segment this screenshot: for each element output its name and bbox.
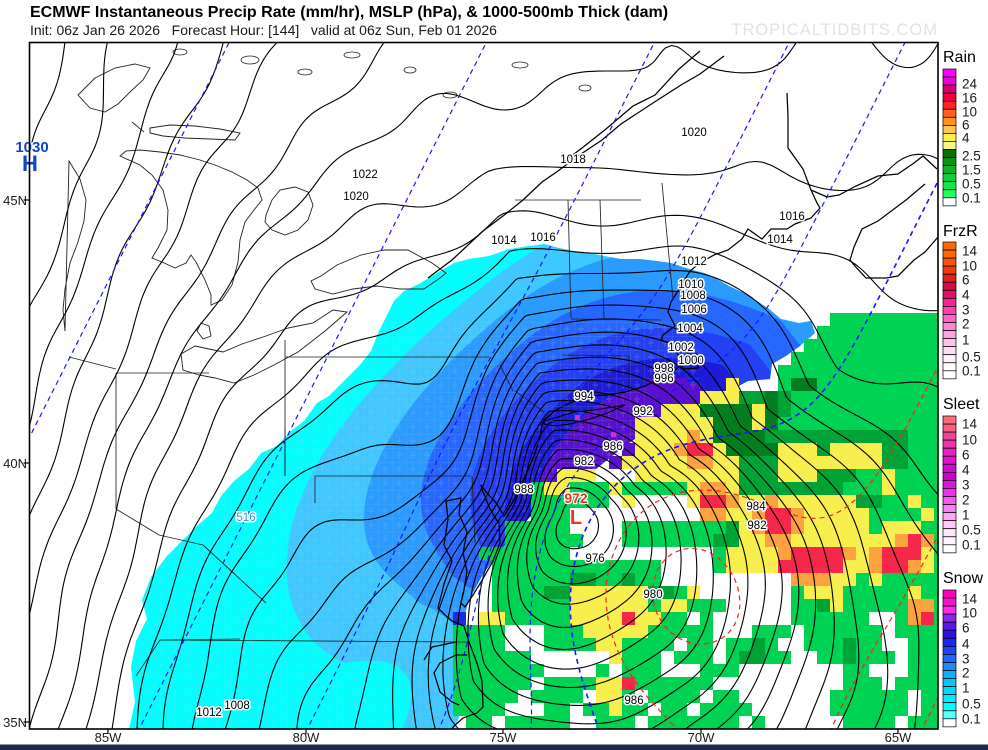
svg-text:988: 988 (514, 484, 533, 496)
svg-text:0.1: 0.1 (962, 364, 981, 379)
svg-text:85W: 85W (95, 730, 122, 745)
svg-text:80W: 80W (293, 730, 320, 745)
svg-text:14: 14 (962, 417, 978, 432)
svg-text:14: 14 (962, 244, 978, 259)
svg-text:2: 2 (962, 666, 970, 681)
svg-text:ECMWF Instantaneous Precip Rat: ECMWF Instantaneous Precip Rate (mm/hr),… (30, 4, 668, 21)
svg-text:3: 3 (962, 652, 970, 667)
svg-text:996: 996 (654, 373, 673, 385)
svg-text:6: 6 (962, 448, 970, 463)
svg-text:3: 3 (962, 303, 970, 318)
svg-text:Init: 06z Jan 26 2026 Foreca: Init: 06z Jan 26 2026 Forecast Hour: [14… (30, 22, 497, 38)
svg-text:2: 2 (962, 493, 970, 508)
svg-text:4: 4 (962, 463, 970, 478)
svg-text:65W: 65W (885, 730, 912, 745)
svg-text:1018: 1018 (560, 154, 586, 166)
svg-text:35N: 35N (3, 715, 27, 730)
svg-text:14: 14 (962, 592, 978, 607)
svg-text:4: 4 (962, 288, 970, 303)
svg-text:0.5: 0.5 (962, 697, 981, 712)
svg-text:1020: 1020 (681, 127, 707, 139)
svg-text:0.5: 0.5 (962, 177, 981, 192)
svg-text:1: 1 (962, 508, 970, 523)
svg-text:992: 992 (633, 406, 652, 418)
svg-text:45N: 45N (3, 193, 27, 208)
svg-text:980: 980 (643, 589, 662, 601)
svg-text:24: 24 (962, 77, 978, 92)
svg-text:16: 16 (962, 91, 977, 106)
svg-text:1016: 1016 (779, 211, 805, 223)
svg-text:998: 998 (654, 363, 673, 375)
svg-text:1.5: 1.5 (962, 163, 981, 178)
svg-text:0.5: 0.5 (962, 350, 981, 365)
svg-text:1014: 1014 (767, 234, 793, 246)
svg-text:10: 10 (962, 259, 977, 274)
svg-text:2: 2 (962, 317, 970, 332)
svg-text:982: 982 (747, 520, 766, 532)
svg-text:1030: 1030 (15, 139, 48, 156)
svg-text:1008: 1008 (224, 700, 250, 712)
svg-text:10: 10 (962, 606, 977, 621)
svg-text:0.5: 0.5 (962, 523, 981, 538)
svg-text:1020: 1020 (343, 191, 369, 203)
svg-text:1000: 1000 (678, 355, 704, 367)
svg-text:516: 516 (236, 512, 255, 524)
svg-text:972: 972 (564, 490, 588, 506)
svg-text:1012: 1012 (681, 256, 707, 268)
svg-text:1022: 1022 (352, 169, 378, 181)
svg-text:0.1: 0.1 (962, 538, 981, 553)
svg-text:L: L (570, 507, 582, 529)
svg-text:982: 982 (574, 456, 593, 468)
svg-text:TROPICALTIDBITS.COM: TROPICALTIDBITS.COM (731, 21, 938, 39)
svg-text:FrzR: FrzR (943, 223, 978, 240)
svg-text:986: 986 (603, 441, 622, 453)
svg-text:10: 10 (962, 433, 977, 448)
svg-text:0.1: 0.1 (962, 712, 981, 727)
svg-text:1012: 1012 (196, 707, 222, 719)
svg-text:1: 1 (962, 333, 970, 348)
svg-text:0.1: 0.1 (962, 191, 981, 206)
svg-text:2.5: 2.5 (962, 149, 981, 164)
svg-text:Rain: Rain (943, 49, 976, 66)
svg-text:976: 976 (585, 553, 604, 565)
svg-text:4: 4 (962, 131, 970, 146)
svg-text:1006: 1006 (681, 304, 707, 316)
svg-text:6: 6 (962, 118, 970, 133)
svg-text:6: 6 (962, 621, 970, 636)
svg-text:Sleet: Sleet (943, 396, 980, 413)
svg-text:986: 986 (624, 695, 643, 707)
svg-text:Snow: Snow (943, 570, 983, 587)
svg-text:70W: 70W (688, 730, 715, 745)
svg-text:984: 984 (746, 501, 766, 513)
svg-text:75W: 75W (490, 730, 517, 745)
svg-text:1010: 1010 (678, 279, 704, 291)
svg-text:994: 994 (574, 391, 594, 403)
svg-text:1014: 1014 (491, 235, 517, 247)
svg-text:6: 6 (962, 273, 970, 288)
svg-text:1004: 1004 (677, 323, 703, 335)
svg-text:1008: 1008 (680, 290, 706, 302)
svg-text:1: 1 (962, 681, 970, 696)
svg-text:4: 4 (962, 637, 970, 652)
svg-text:1016: 1016 (530, 232, 556, 244)
svg-text:3: 3 (962, 478, 970, 493)
svg-text:10: 10 (962, 105, 977, 120)
svg-text:1002: 1002 (668, 342, 694, 354)
svg-text:40N: 40N (3, 456, 27, 471)
